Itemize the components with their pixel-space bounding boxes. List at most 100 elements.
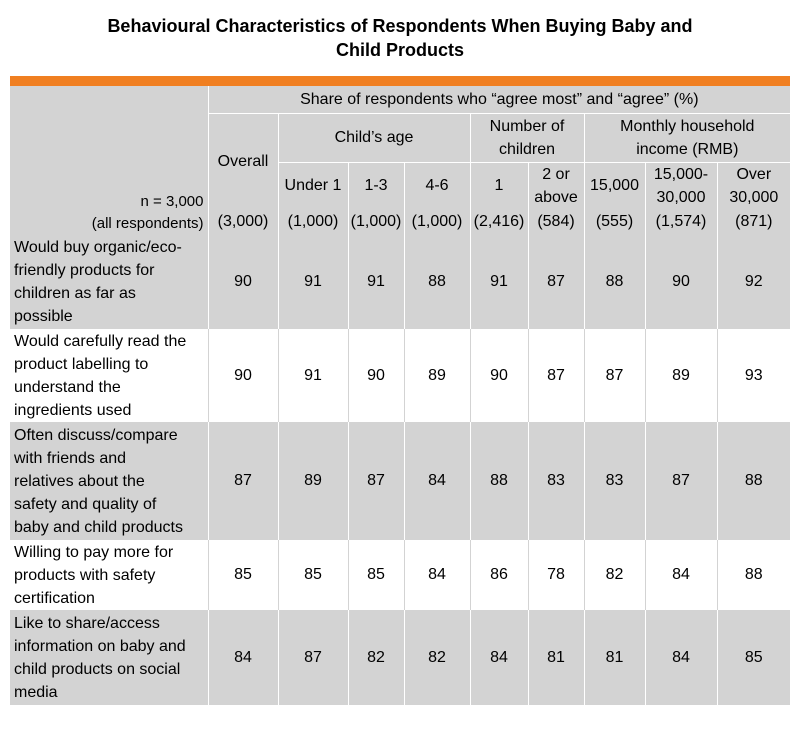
value-cell: 83 [528,422,585,540]
row-label-line: friendly products for [14,262,155,279]
value-cell: 91 [278,329,349,422]
row-label: Would carefully read the product labellin… [10,329,209,422]
sample-size-cell: (584) [528,209,585,235]
table-row: Often discuss/compare with friends and rel… [10,422,791,540]
header-group-income-line-1: Monthly household [620,117,755,135]
sample-size-row: (3,000) (1,000) (1,000) (1,000) (2,416) (584)… [10,209,791,235]
value-cell: 90 [208,235,279,329]
value-cell: 88 [717,422,791,540]
value-cell: 88 [584,235,646,329]
header-group-income-line-2: income (RMB) [636,140,739,158]
value-cell: 82 [404,610,471,705]
chart-title: Behavioural Characteristics of Responden… [0,14,800,62]
row-label-line: safety and quality of [14,495,157,513]
row-label-line: ingredients used [14,401,132,419]
header-group-children-line-2: children [498,140,556,158]
table-row: Willing to pay more for products with saf… [10,540,791,610]
value-cell: 83 [584,422,646,540]
value-cell: 93 [717,329,791,422]
header-col-inc3-line-2: 30,000 [729,188,779,206]
row-label-line: children as far as [14,285,136,302]
sample-size-cell: (2,416) [470,209,529,235]
row-label: Often discuss/compare with friends and rel… [10,422,209,540]
value-cell: 82 [348,610,405,705]
header-col-4-6: 4-6 [404,162,471,209]
row-label-line: Like to share/access [14,614,160,632]
header-col-two-line-1: 2 or [542,165,570,183]
sample-size-cell: (1,000) [404,209,471,235]
table-row: Would buy organic/eco-friendly products … [10,235,791,329]
row-label-line: understand the [14,378,121,396]
value-cell: 81 [528,610,585,705]
row-label-line: Often discuss/compare [14,426,178,444]
value-cell: 84 [645,610,718,705]
value-cell: 89 [278,422,349,540]
survey-table: n = 3,000 (all respondents) Share of res… [10,86,791,705]
header-col-two-line-2: above [534,188,578,206]
value-cell: 85 [208,540,279,610]
value-cell: 88 [717,540,791,610]
row-label-line: Would carefully read the [14,332,187,350]
header-col-inc2-line-2: 30,000 [656,188,706,206]
value-cell: 87 [348,422,405,540]
value-cell: 84 [645,540,718,610]
header-col-one-child: 1 [470,162,529,209]
value-cell: 81 [584,610,646,705]
row-label-line: relatives about the [14,472,145,490]
header-col-income-over-30000: Over 30,000 [717,162,791,209]
row-label-line: information on baby and [14,637,186,655]
value-cell: 87 [645,422,718,540]
table-body: Would buy organic/eco-friendly products … [10,235,791,705]
row-label-line: media [14,683,58,701]
value-cell: 90 [348,329,405,422]
value-cell: 84 [208,610,279,705]
sample-size-label-cell: n = 3,000 (all respondents) [10,86,209,235]
chart-title-line-1: Behavioural Characteristics of Responden… [107,16,693,36]
row-label-line: product labelling to [14,355,149,373]
value-cell: 87 [208,422,279,540]
header-col-inc2-line-1: 15,000- [653,165,709,183]
value-cell: 91 [278,235,349,329]
row-label: Would buy organic/eco-friendly products … [10,235,209,329]
value-cell: 91 [470,235,529,329]
value-cell: 89 [645,329,718,422]
n-sublabel: (all respondents) [91,215,204,232]
value-cell: 88 [404,235,471,329]
row-label-line: baby and child products [14,518,183,536]
sample-size-cell: (1,000) [348,209,405,235]
value-cell: 87 [584,329,646,422]
header-col-under-1: Under 1 [278,162,349,209]
header-col-1-3: 1-3 [348,162,405,209]
value-cell: 90 [645,235,718,329]
sample-size-cell: (555) [584,209,646,235]
header-col-inc3-line-1: Over [736,165,772,183]
value-cell: 84 [404,422,471,540]
header-col-income-15000: 15,000 [584,162,646,209]
table-row: Would carefully read the product labellin… [10,329,791,422]
value-cell: 90 [470,329,529,422]
row-label: Like to share/access information on baby … [10,610,209,705]
value-cell: 90 [208,329,279,422]
n-label: n = 3,000 [140,193,204,210]
value-cell: 92 [717,235,791,329]
value-cell: 87 [528,329,585,422]
chart-title-line-2: Child Products [335,40,464,60]
value-cell: 84 [404,540,471,610]
sample-size-cell: (1,000) [278,209,349,235]
row-label-line: Willing to pay more for [14,543,174,561]
sample-size-cell: (871) [717,209,791,235]
value-cell: 86 [470,540,529,610]
value-cell: 89 [404,329,471,422]
value-cell: 85 [348,540,405,610]
row-label-line: products with safety [14,566,156,584]
value-cell: 87 [278,610,349,705]
header-group-children-line-1: Number of [489,117,565,135]
header-col-income-15000-30000: 15,000- 30,000 [645,162,718,209]
value-cell: 78 [528,540,585,610]
header-group-childs-age: Child’s age [278,113,471,163]
header-group-number-of-children: Number of children [470,113,585,163]
row-label-line: certification [14,589,95,607]
value-cell: 85 [717,610,791,705]
row-label-line: Would buy organic/eco- [14,239,182,256]
value-cell: 87 [528,235,585,329]
